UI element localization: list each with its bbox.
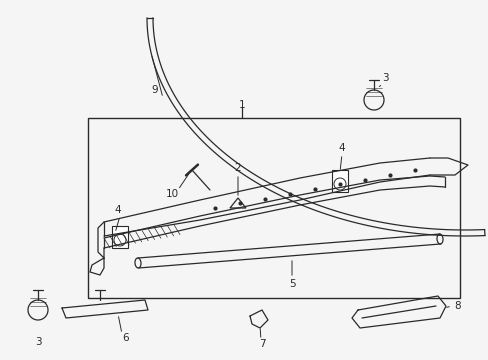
Text: 1: 1 (238, 100, 245, 110)
Text: 4: 4 (338, 143, 345, 153)
Text: 10: 10 (165, 189, 178, 199)
Text: 2: 2 (234, 163, 241, 173)
Text: 5: 5 (288, 279, 295, 289)
Text: 4: 4 (115, 205, 121, 215)
Text: 6: 6 (122, 333, 129, 343)
Text: 3: 3 (35, 337, 41, 347)
Bar (331, 170, 347, 192)
Text: 3: 3 (381, 73, 387, 83)
Text: 9: 9 (151, 85, 158, 95)
Bar (112, 226, 128, 248)
Text: 7: 7 (258, 339, 265, 349)
Text: 8: 8 (454, 301, 460, 311)
Bar (88, 118, 459, 298)
